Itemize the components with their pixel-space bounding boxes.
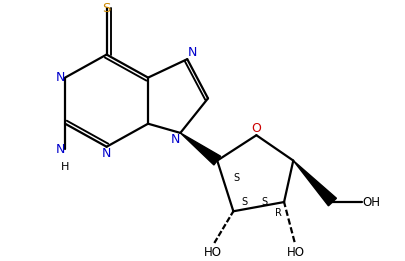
Text: S: S: [102, 2, 111, 15]
Text: S: S: [241, 197, 247, 206]
Text: N: N: [171, 133, 180, 146]
Text: S: S: [233, 174, 239, 183]
Text: O: O: [252, 122, 261, 135]
Text: HO: HO: [204, 246, 222, 259]
Text: N: N: [56, 71, 65, 84]
Text: R: R: [275, 207, 282, 218]
Text: N: N: [56, 143, 65, 156]
Text: HO: HO: [287, 246, 305, 259]
Text: H: H: [61, 162, 70, 172]
Text: N: N: [187, 46, 197, 59]
Polygon shape: [293, 161, 337, 206]
Polygon shape: [180, 133, 221, 165]
Text: S: S: [262, 197, 268, 206]
Text: N: N: [102, 147, 111, 160]
Text: OH: OH: [362, 195, 380, 209]
